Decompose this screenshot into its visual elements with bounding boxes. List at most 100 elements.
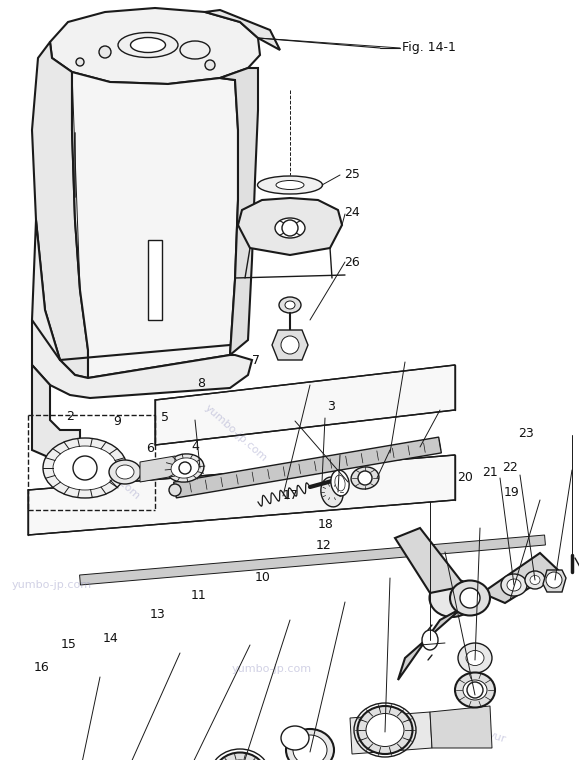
Circle shape (99, 46, 111, 58)
Ellipse shape (180, 41, 210, 59)
Polygon shape (50, 8, 260, 84)
Polygon shape (238, 198, 342, 255)
Ellipse shape (422, 630, 438, 650)
Text: 23: 23 (518, 426, 534, 440)
Ellipse shape (458, 643, 492, 673)
Ellipse shape (109, 460, 141, 484)
Ellipse shape (507, 579, 521, 591)
Text: yumbo-jp.com: yumbo-jp.com (232, 663, 312, 674)
Text: 6: 6 (146, 442, 155, 455)
Ellipse shape (275, 218, 305, 238)
Polygon shape (140, 456, 175, 482)
Ellipse shape (293, 735, 327, 760)
Text: 20: 20 (457, 470, 473, 484)
Text: 2: 2 (67, 410, 75, 423)
Ellipse shape (171, 458, 199, 478)
Text: Fig. 14-1: Fig. 14-1 (402, 40, 456, 54)
Ellipse shape (463, 680, 487, 700)
Text: 18: 18 (317, 518, 333, 531)
Text: 26: 26 (345, 255, 360, 269)
Text: 16: 16 (34, 660, 49, 674)
Ellipse shape (357, 706, 412, 754)
Ellipse shape (335, 475, 345, 491)
Ellipse shape (455, 673, 495, 708)
Ellipse shape (214, 752, 266, 760)
Text: yur: yur (486, 730, 507, 745)
Polygon shape (430, 706, 492, 748)
Ellipse shape (501, 574, 527, 596)
Ellipse shape (285, 301, 295, 309)
Text: 15: 15 (61, 638, 76, 651)
Polygon shape (174, 437, 441, 498)
Text: 7: 7 (252, 354, 260, 368)
Ellipse shape (546, 572, 562, 588)
Text: 11: 11 (191, 588, 207, 602)
Polygon shape (398, 608, 462, 680)
Ellipse shape (116, 465, 134, 479)
Ellipse shape (430, 579, 475, 617)
Polygon shape (155, 365, 455, 445)
Text: 14: 14 (103, 632, 119, 645)
Circle shape (205, 60, 215, 70)
Text: yumbo-jp.com: yumbo-jp.com (75, 441, 141, 502)
Text: yumbo-jp.com: yumbo-jp.com (12, 580, 91, 591)
Polygon shape (220, 68, 258, 355)
Polygon shape (32, 365, 80, 460)
Ellipse shape (530, 575, 540, 584)
Circle shape (169, 484, 181, 496)
Ellipse shape (118, 33, 178, 58)
Circle shape (282, 220, 298, 236)
Text: 5: 5 (161, 410, 169, 424)
Ellipse shape (286, 729, 334, 760)
Text: 17: 17 (283, 489, 298, 502)
Ellipse shape (351, 467, 379, 489)
Circle shape (467, 682, 483, 698)
Ellipse shape (281, 726, 309, 750)
Polygon shape (395, 528, 465, 593)
Ellipse shape (466, 651, 484, 666)
Ellipse shape (166, 454, 204, 482)
Polygon shape (72, 72, 238, 378)
Polygon shape (148, 240, 162, 320)
Polygon shape (482, 553, 558, 603)
Ellipse shape (258, 176, 323, 194)
Text: 21: 21 (482, 466, 498, 480)
Text: 22: 22 (503, 461, 518, 474)
Ellipse shape (281, 336, 299, 354)
Ellipse shape (53, 446, 117, 490)
Text: 10: 10 (255, 571, 270, 584)
Text: 13: 13 (149, 607, 165, 621)
Text: 24: 24 (345, 206, 360, 220)
Polygon shape (350, 712, 432, 754)
Ellipse shape (331, 470, 349, 496)
Polygon shape (32, 220, 252, 398)
Ellipse shape (450, 581, 490, 616)
Ellipse shape (321, 477, 343, 507)
Text: 25: 25 (345, 168, 360, 182)
Text: yumbo-jp.com: yumbo-jp.com (203, 403, 269, 464)
Circle shape (179, 462, 191, 474)
Text: 8: 8 (197, 377, 205, 391)
Ellipse shape (279, 297, 301, 313)
Polygon shape (272, 330, 308, 360)
Polygon shape (79, 535, 545, 585)
Ellipse shape (130, 37, 166, 52)
Ellipse shape (43, 438, 127, 498)
Circle shape (76, 58, 84, 66)
Polygon shape (543, 570, 566, 592)
Circle shape (73, 456, 97, 480)
Ellipse shape (525, 571, 545, 589)
Text: 4: 4 (191, 439, 199, 453)
Polygon shape (205, 10, 280, 50)
Text: 12: 12 (316, 539, 331, 553)
Text: 9: 9 (113, 415, 121, 429)
Ellipse shape (276, 181, 304, 189)
Text: 19: 19 (504, 486, 519, 499)
Circle shape (460, 588, 480, 608)
Text: 27: 27 (68, 478, 84, 492)
Text: 3: 3 (327, 400, 335, 413)
Polygon shape (28, 455, 455, 535)
Circle shape (358, 471, 372, 485)
Polygon shape (32, 42, 88, 378)
Ellipse shape (366, 714, 404, 746)
